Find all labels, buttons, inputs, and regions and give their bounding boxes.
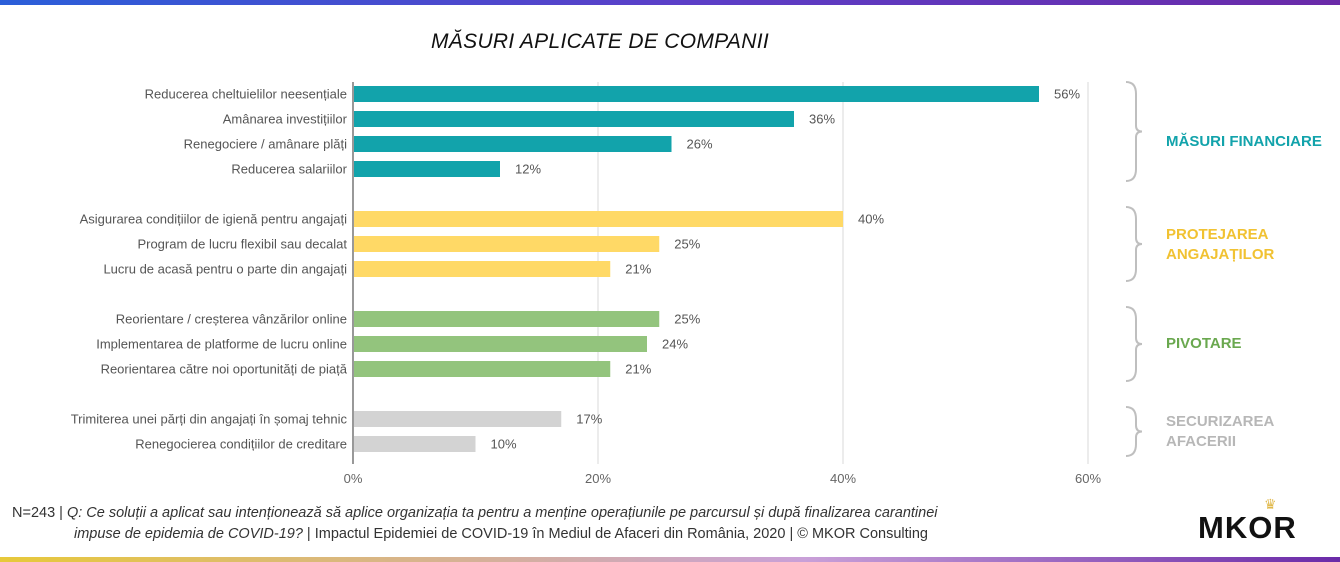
category-label-2-2: Reorientarea către noi oportunități de p… bbox=[101, 362, 348, 377]
group-label-financiare-text: MĂSURI FINANCIARE bbox=[1166, 133, 1322, 150]
category-label-1-0: Asigurarea condițiilor de igienă pentru … bbox=[80, 212, 348, 227]
bar-0-3 bbox=[354, 161, 500, 177]
group-brace-0 bbox=[1125, 81, 1143, 182]
category-label-0-0: Reducerea cheltuielilor neesențiale bbox=[145, 87, 347, 102]
bar-1-2 bbox=[354, 261, 611, 277]
bar-1-0 bbox=[354, 211, 843, 227]
crown-icon: ♛ bbox=[1264, 496, 1277, 512]
group-brace-3 bbox=[1125, 406, 1143, 457]
x-tick-label-3: 60% bbox=[1075, 471, 1101, 486]
group-label-financiare: MĂSURI FINANCIARE bbox=[1166, 132, 1322, 152]
data-label-3-0: 17% bbox=[576, 412, 602, 427]
bar-2-0 bbox=[354, 311, 660, 327]
data-label-3-1: 10% bbox=[491, 437, 517, 452]
data-label-0-3: 12% bbox=[515, 162, 541, 177]
bar-3-1 bbox=[354, 436, 476, 452]
category-label-3-1: Renegocierea condițiilor de creditare bbox=[135, 437, 347, 452]
footer-question-end: impuse de epidemia de COVID-19? bbox=[74, 526, 303, 542]
top-gradient-bar bbox=[0, 0, 1340, 5]
group-label-securizarea: SECURIZAREA AFACERII bbox=[1166, 412, 1274, 452]
category-label-1-1: Program de lucru flexibil sau decalat bbox=[137, 237, 347, 252]
bar-0-0 bbox=[354, 86, 1039, 102]
footer-sample-size: N=243 | bbox=[12, 505, 67, 521]
bar-0-1 bbox=[354, 111, 794, 127]
group-label-protejarea: PROTEJAREA ANGAJAȚILOR bbox=[1166, 225, 1274, 265]
footer-note: N=243 | Q: Ce soluții a aplicat sau inte… bbox=[12, 503, 1162, 545]
category-label-0-1: Amânarea investițiilor bbox=[223, 112, 348, 127]
group-label-protejarea-line1: PROTEJAREA bbox=[1166, 226, 1269, 243]
data-label-2-0: 25% bbox=[674, 312, 700, 327]
group-brace-1 bbox=[1125, 206, 1143, 282]
bar-1-1 bbox=[354, 236, 660, 252]
group-label-protejarea-line2: ANGAJAȚILOR bbox=[1166, 246, 1275, 263]
data-label-2-1: 24% bbox=[662, 337, 688, 352]
bar-3-0 bbox=[354, 411, 562, 427]
chart-title: MĂSURI APLICATE DE COMPANII bbox=[431, 30, 769, 53]
category-label-1-2: Lucru de acasă pentru o parte din angaja… bbox=[103, 262, 347, 277]
x-tick-label-1: 20% bbox=[585, 471, 611, 486]
footer-source: | Impactul Epidemiei de COVID-19 în Medi… bbox=[302, 526, 928, 542]
x-tick-label-0: 0% bbox=[344, 471, 363, 486]
data-label-2-2: 21% bbox=[625, 362, 651, 377]
category-label-0-2: Renegociere / amânare plăți bbox=[184, 137, 347, 152]
bar-2-1 bbox=[354, 336, 647, 352]
mkor-logo: MKOR bbox=[1198, 510, 1297, 545]
data-label-0-2: 26% bbox=[687, 137, 713, 152]
group-brace-2 bbox=[1125, 306, 1143, 382]
category-label-3-0: Trimiterea unei părți din angajați în șo… bbox=[71, 412, 348, 427]
group-label-securizarea-line2: AFACERII bbox=[1166, 433, 1237, 450]
group-label-pivotare: PIVOTARE bbox=[1166, 334, 1242, 354]
category-label-2-1: Implementarea de platforme de lucru onli… bbox=[96, 337, 347, 352]
data-label-1-0: 40% bbox=[858, 212, 884, 227]
bar-2-2 bbox=[354, 361, 611, 377]
group-label-securizarea-line1: SECURIZAREA bbox=[1166, 413, 1275, 430]
data-label-0-0: 56% bbox=[1054, 87, 1080, 102]
footer-question: Q: Ce soluții a aplicat sau intenționeaz… bbox=[66, 505, 938, 521]
data-label-1-2: 21% bbox=[625, 262, 651, 277]
bar-0-2 bbox=[354, 136, 672, 152]
footer-line-1: N=243 | Q: Ce soluții a aplicat sau inte… bbox=[12, 503, 1162, 524]
x-tick-label-2: 40% bbox=[830, 471, 856, 486]
group-label-pivotare-text: PIVOTARE bbox=[1166, 335, 1242, 352]
data-label-0-1: 36% bbox=[809, 112, 835, 127]
data-label-1-1: 25% bbox=[674, 237, 700, 252]
category-label-2-0: Reorientare / creșterea vânzărilor onlin… bbox=[116, 312, 347, 327]
footer-line-2: impuse de epidemia de COVID-19? | Impact… bbox=[12, 524, 1162, 545]
category-label-0-3: Reducerea salariilor bbox=[231, 162, 347, 177]
bottom-gradient-bar bbox=[0, 557, 1340, 562]
